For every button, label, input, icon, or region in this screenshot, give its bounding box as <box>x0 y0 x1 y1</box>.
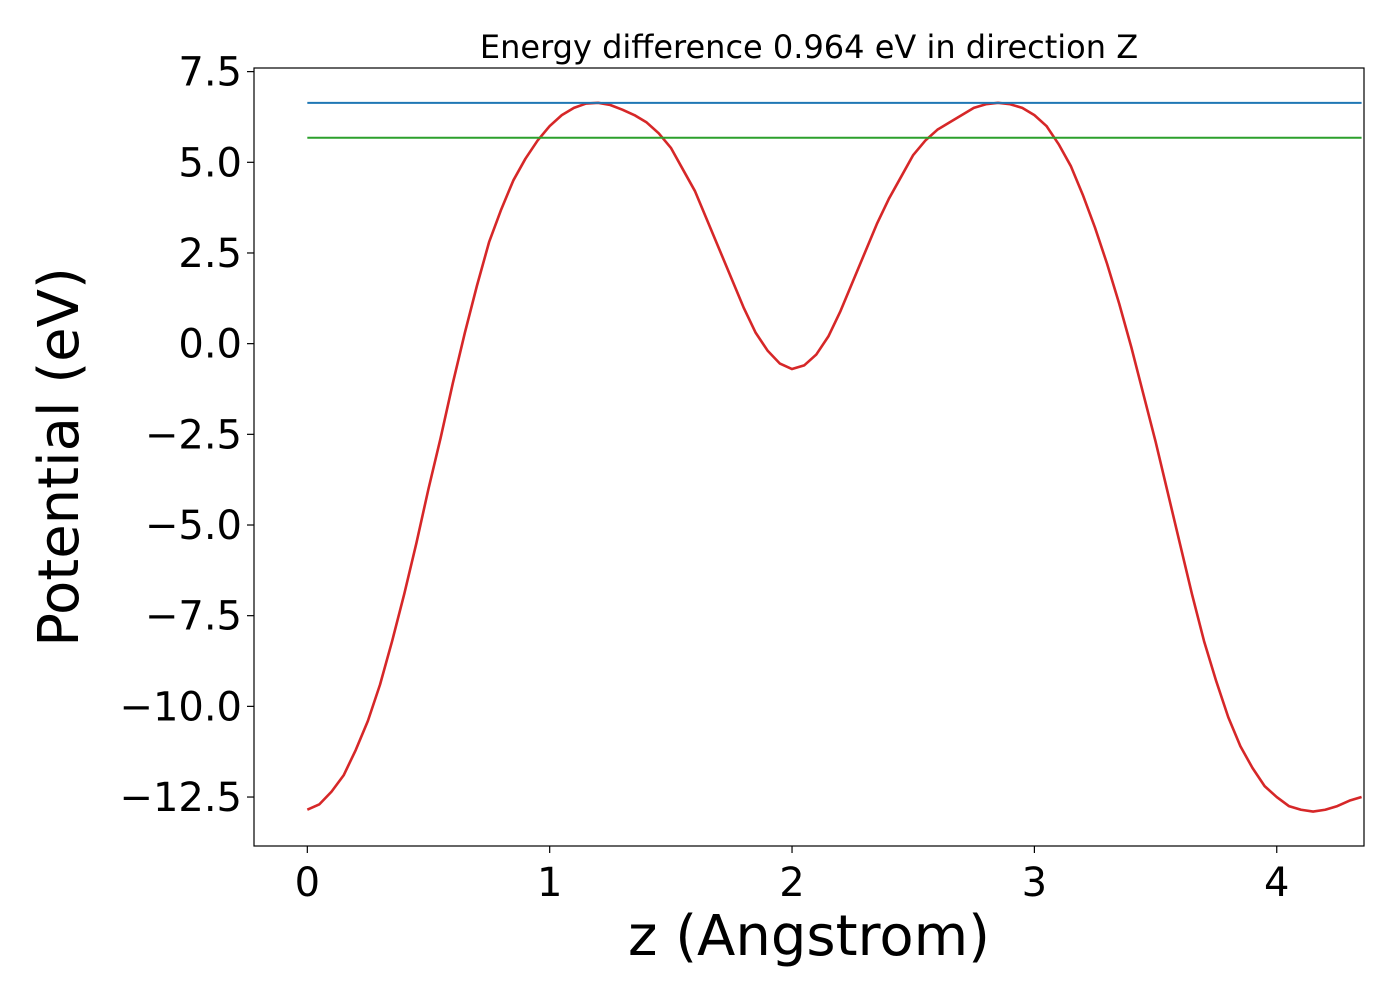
x-tick-label: 3 <box>1022 860 1047 906</box>
y-tick-label: 0.0 <box>178 322 242 368</box>
y-tick-label: 2.5 <box>178 231 242 277</box>
y-tick-label: −5.0 <box>145 503 242 549</box>
plot-frame <box>253 67 1365 847</box>
x-axis: 0 1 2 3 4 <box>295 846 1289 906</box>
x-tick-label: 0 <box>295 860 320 906</box>
series-line-1 <box>306 101 1362 813</box>
y-axis-title: Potential (eV) <box>27 267 92 647</box>
x-tick-label: 2 <box>779 860 804 906</box>
y-tick-label: 7.5 <box>178 50 242 96</box>
y-tick-label: 5.0 <box>178 140 242 186</box>
y-tick-label: −2.5 <box>145 412 242 458</box>
chart-title: Energy difference 0.964 eV in direction … <box>480 28 1138 66</box>
y-tick-label: −7.5 <box>145 594 242 640</box>
x-tick-label: 4 <box>1264 860 1289 906</box>
y-tick-label: −12.5 <box>119 775 242 821</box>
y-tick-label: −10.0 <box>119 684 242 730</box>
y-axis: 7.5 5.0 2.5 0.0 −2.5 −5.0 −7.5 −10.0 −12.5 <box>119 50 254 821</box>
plot-area <box>306 101 1362 813</box>
x-tick-label: 1 <box>537 860 562 906</box>
x-axis-title: z (Angstrom) <box>628 904 990 969</box>
